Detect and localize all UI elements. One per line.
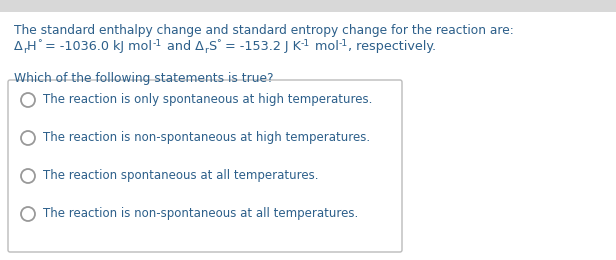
FancyBboxPatch shape	[8, 80, 402, 252]
Bar	[0, 0, 616, 12]
Text: °: °	[37, 39, 41, 48]
Text: -1: -1	[301, 39, 310, 48]
Text: S: S	[208, 40, 216, 53]
Text: The reaction is non-spontaneous at high temperatures.: The reaction is non-spontaneous at high …	[43, 132, 370, 145]
Text: r: r	[204, 46, 208, 55]
Text: The standard enthalpy change and standard entropy change for the reaction are:: The standard enthalpy change and standar…	[14, 24, 514, 37]
Text: and Δ: and Δ	[163, 40, 203, 53]
Text: The reaction is only spontaneous at high temperatures.: The reaction is only spontaneous at high…	[43, 94, 373, 107]
Text: -1: -1	[339, 39, 348, 48]
Text: Δ: Δ	[14, 40, 23, 53]
Text: mol: mol	[311, 40, 339, 53]
Text: r: r	[23, 46, 27, 55]
Text: = -153.2 J K: = -153.2 J K	[221, 40, 301, 53]
Text: -1: -1	[152, 39, 161, 48]
Text: = -1036.0 kJ mol: = -1036.0 kJ mol	[41, 40, 152, 53]
Text: , respectively.: , respectively.	[348, 40, 436, 53]
Text: Which of the following statements is true?: Which of the following statements is tru…	[14, 72, 274, 85]
Text: The reaction spontaneous at all temperatures.: The reaction spontaneous at all temperat…	[43, 170, 318, 183]
Text: The reaction is non-spontaneous at all temperatures.: The reaction is non-spontaneous at all t…	[43, 207, 359, 220]
Text: °: °	[216, 39, 221, 48]
Circle shape	[21, 93, 35, 107]
Text: H: H	[27, 40, 37, 53]
Circle shape	[21, 207, 35, 221]
Circle shape	[21, 169, 35, 183]
Circle shape	[21, 131, 35, 145]
